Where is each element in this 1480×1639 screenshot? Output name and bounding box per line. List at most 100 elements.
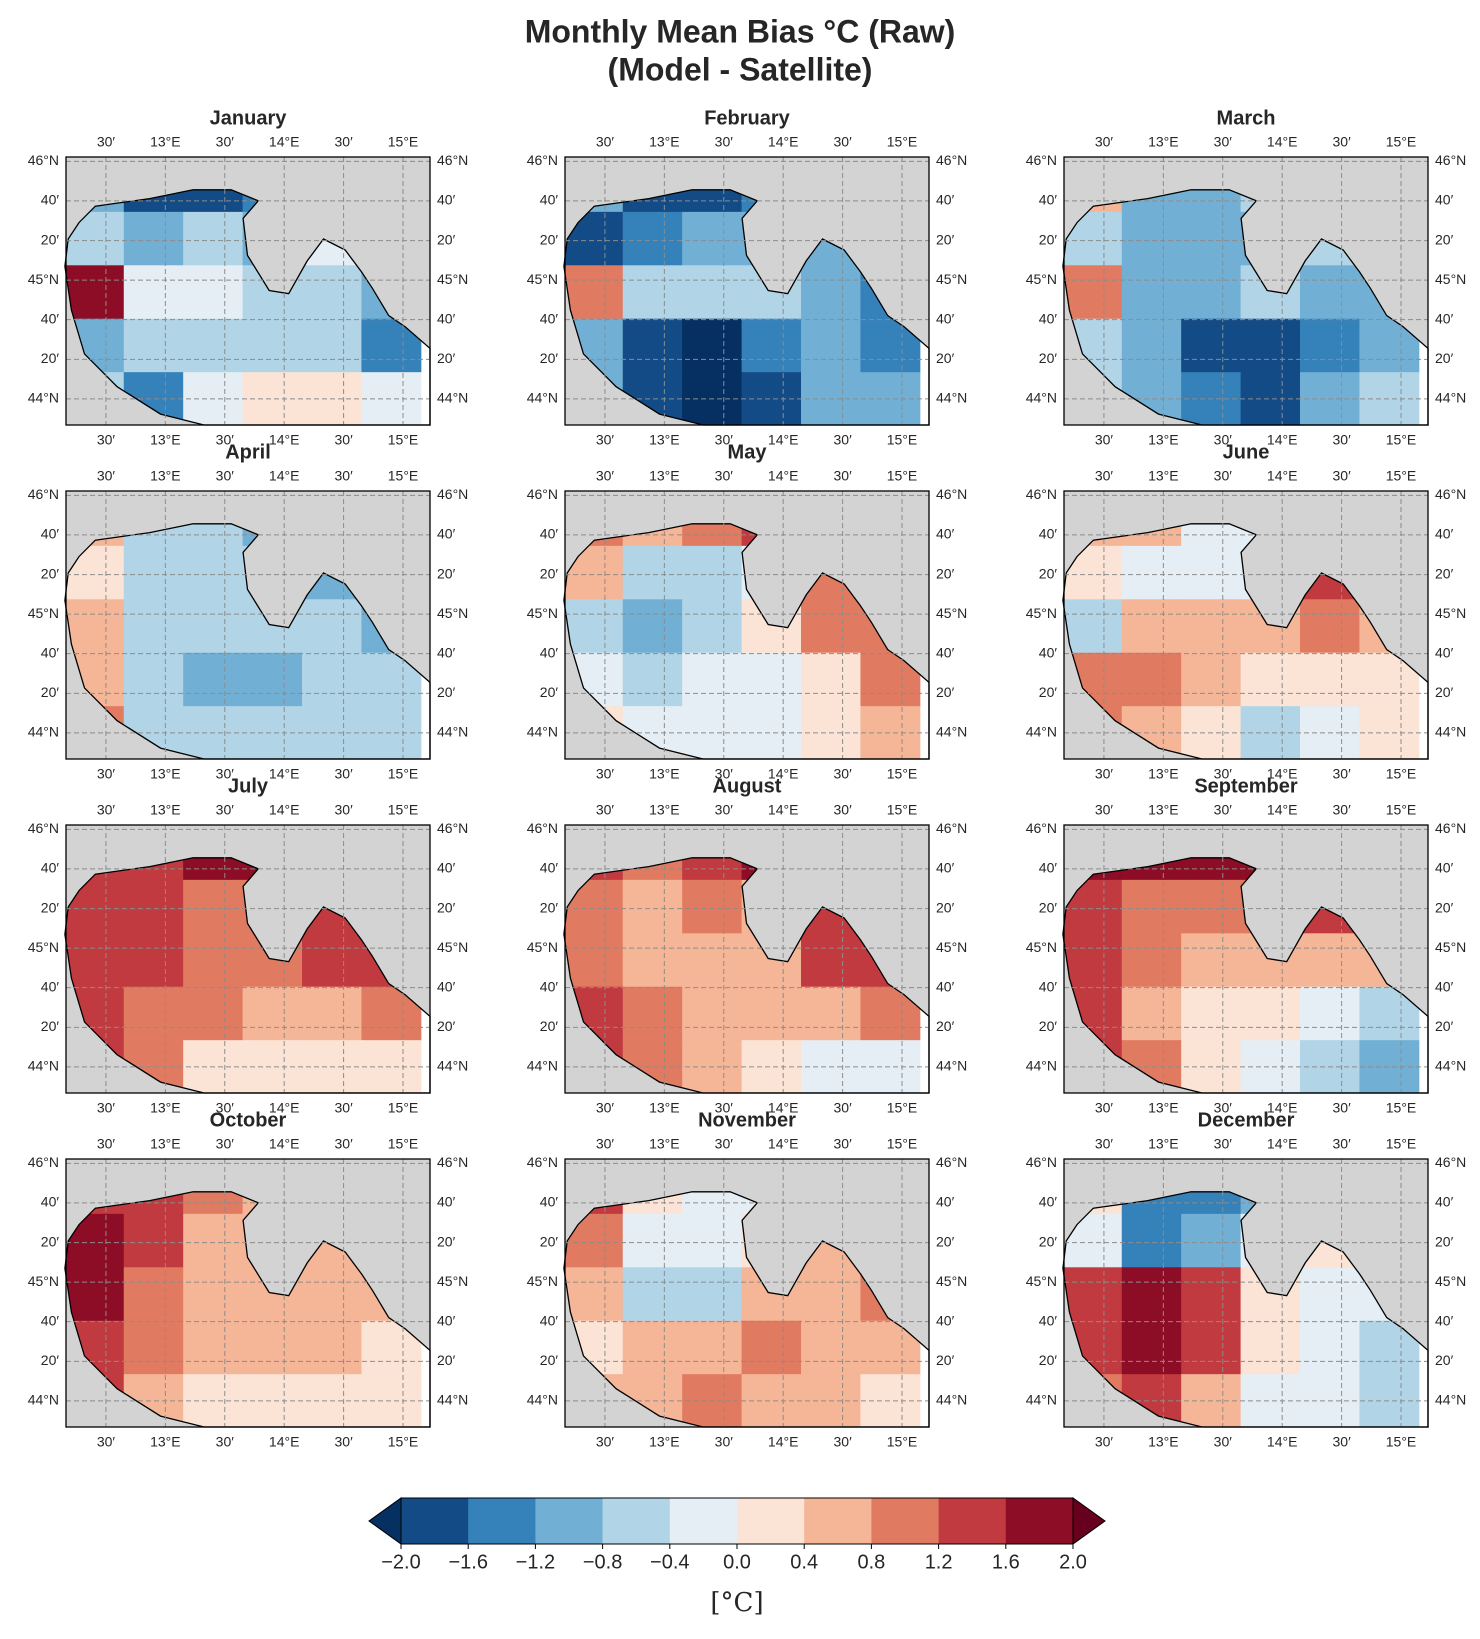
y-tick-label: 20′ bbox=[540, 231, 559, 247]
x-tick-label: 15°E bbox=[1386, 1136, 1417, 1152]
y-tick-label: 20′ bbox=[936, 231, 955, 247]
y-tick-label: 46°N bbox=[1026, 486, 1057, 502]
y-tick-label: 46°N bbox=[527, 820, 558, 836]
y-tick-label: 46°N bbox=[936, 820, 967, 836]
x-tick-label: 15°E bbox=[887, 1100, 918, 1116]
y-tick-label: 46°N bbox=[437, 1154, 468, 1170]
heatmap-cell bbox=[1062, 265, 1123, 320]
x-tick-label: 30′ bbox=[335, 468, 354, 484]
heatmap-cell bbox=[622, 986, 683, 1041]
x-tick-label: 30′ bbox=[216, 134, 235, 150]
y-tick-label: 44°N bbox=[1026, 724, 1057, 740]
heatmap-cell bbox=[801, 933, 861, 988]
y-tick-label: 40′ bbox=[1039, 860, 1058, 876]
x-tick-label: 14°E bbox=[768, 468, 799, 484]
y-tick-label: 20′ bbox=[41, 350, 60, 366]
y-tick-label: 44°N bbox=[1435, 1392, 1466, 1408]
x-tick-label: 30′ bbox=[216, 1136, 235, 1152]
x-tick-label: 30′ bbox=[596, 468, 615, 484]
axes-frame bbox=[65, 824, 431, 1094]
y-tick-label: 40′ bbox=[41, 644, 60, 660]
heatmap-cell bbox=[183, 1320, 244, 1375]
x-tick-label: 14°E bbox=[1267, 802, 1298, 818]
colorbar-tick-label: 0.0 bbox=[723, 1551, 751, 1573]
axes-frame bbox=[1063, 824, 1429, 1094]
y-tick-label: 44°N bbox=[527, 390, 558, 406]
x-tick-label: 15°E bbox=[1386, 802, 1417, 818]
y-tick-label: 44°N bbox=[527, 1392, 558, 1408]
x-tick-label: 30′ bbox=[1333, 802, 1352, 818]
y-tick-label: 40′ bbox=[540, 644, 559, 660]
heatmap-cell bbox=[622, 1320, 683, 1375]
x-tick-label: 13°E bbox=[150, 468, 181, 484]
heatmap-cell bbox=[123, 1320, 184, 1375]
colorbar-bin bbox=[871, 1498, 939, 1544]
heatmap-cell bbox=[1121, 1320, 1182, 1375]
x-tick-label: 30′ bbox=[1214, 1100, 1233, 1116]
x-tick-label: 30′ bbox=[1214, 766, 1233, 782]
y-tick-label: 44°N bbox=[28, 724, 59, 740]
x-tick-label: 15°E bbox=[887, 432, 918, 448]
heatmap-cell bbox=[801, 1320, 861, 1375]
heatmap-cell bbox=[123, 265, 184, 320]
heatmap-cell bbox=[622, 1213, 683, 1268]
y-tick-label: 46°N bbox=[1026, 152, 1057, 168]
heatmap-cell bbox=[183, 265, 244, 320]
heatmap-cell bbox=[682, 265, 743, 320]
heatmap-cell bbox=[1300, 1267, 1360, 1322]
x-tick-label: 13°E bbox=[150, 1434, 181, 1450]
y-tick-label: 20′ bbox=[1039, 350, 1058, 366]
heatmap-cell bbox=[123, 211, 184, 266]
x-tick-label: 30′ bbox=[1095, 1100, 1114, 1116]
y-tick-label: 44°N bbox=[1435, 390, 1466, 406]
y-tick-label: 20′ bbox=[437, 684, 456, 700]
y-tick-label: 44°N bbox=[437, 390, 468, 406]
heatmap-cell bbox=[1121, 933, 1182, 988]
x-tick-label: 13°E bbox=[150, 802, 181, 818]
heatmap-cell bbox=[64, 265, 125, 320]
y-tick-label: 40′ bbox=[1039, 1194, 1058, 1210]
x-tick-label: 15°E bbox=[388, 766, 419, 782]
y-tick-label: 46°N bbox=[437, 486, 468, 502]
y-tick-label: 44°N bbox=[1026, 1392, 1057, 1408]
x-tick-label: 13°E bbox=[1148, 766, 1179, 782]
y-tick-label: 20′ bbox=[1039, 1352, 1058, 1368]
y-tick-label: 45°N bbox=[28, 1273, 59, 1289]
y-tick-label: 20′ bbox=[437, 1352, 456, 1368]
y-tick-label: 20′ bbox=[437, 231, 456, 247]
x-tick-label: 30′ bbox=[335, 766, 354, 782]
x-tick-label: 13°E bbox=[649, 1136, 680, 1152]
x-tick-label: 30′ bbox=[596, 1434, 615, 1450]
y-tick-label: 44°N bbox=[28, 390, 59, 406]
y-tick-label: 45°N bbox=[527, 271, 558, 287]
y-tick-label: 40′ bbox=[41, 1312, 60, 1328]
axes-frame bbox=[1063, 490, 1429, 760]
heatmap-cell bbox=[563, 265, 624, 320]
x-tick-label: 13°E bbox=[1148, 134, 1179, 150]
y-tick-label: 45°N bbox=[437, 271, 468, 287]
y-tick-label: 20′ bbox=[936, 1352, 955, 1368]
axes-frame bbox=[65, 156, 431, 426]
y-tick-label: 40′ bbox=[936, 978, 955, 994]
heatmap-cell bbox=[1300, 599, 1360, 654]
heatmap-cell bbox=[741, 1320, 802, 1375]
y-tick-label: 20′ bbox=[41, 684, 60, 700]
y-tick-label: 40′ bbox=[1435, 1312, 1454, 1328]
y-tick-label: 45°N bbox=[1026, 1273, 1057, 1289]
x-tick-label: 15°E bbox=[1386, 432, 1417, 448]
y-tick-label: 20′ bbox=[540, 684, 559, 700]
axes-frame bbox=[564, 490, 930, 760]
y-tick-label: 20′ bbox=[1039, 1233, 1058, 1249]
y-tick-label: 20′ bbox=[936, 1018, 955, 1034]
axes-frame bbox=[65, 1158, 431, 1428]
x-tick-label: 13°E bbox=[649, 134, 680, 150]
x-tick-label: 15°E bbox=[388, 1100, 419, 1116]
x-tick-label: 30′ bbox=[97, 1136, 116, 1152]
y-tick-label: 45°N bbox=[936, 939, 967, 955]
x-tick-label: 14°E bbox=[1267, 1136, 1298, 1152]
x-tick-label: 13°E bbox=[150, 432, 181, 448]
figure-title: Monthly Mean Bias °C (Raw) bbox=[525, 13, 956, 49]
y-tick-label: 40′ bbox=[540, 310, 559, 326]
x-tick-label: 30′ bbox=[1214, 1136, 1233, 1152]
x-tick-label: 14°E bbox=[269, 1100, 300, 1116]
